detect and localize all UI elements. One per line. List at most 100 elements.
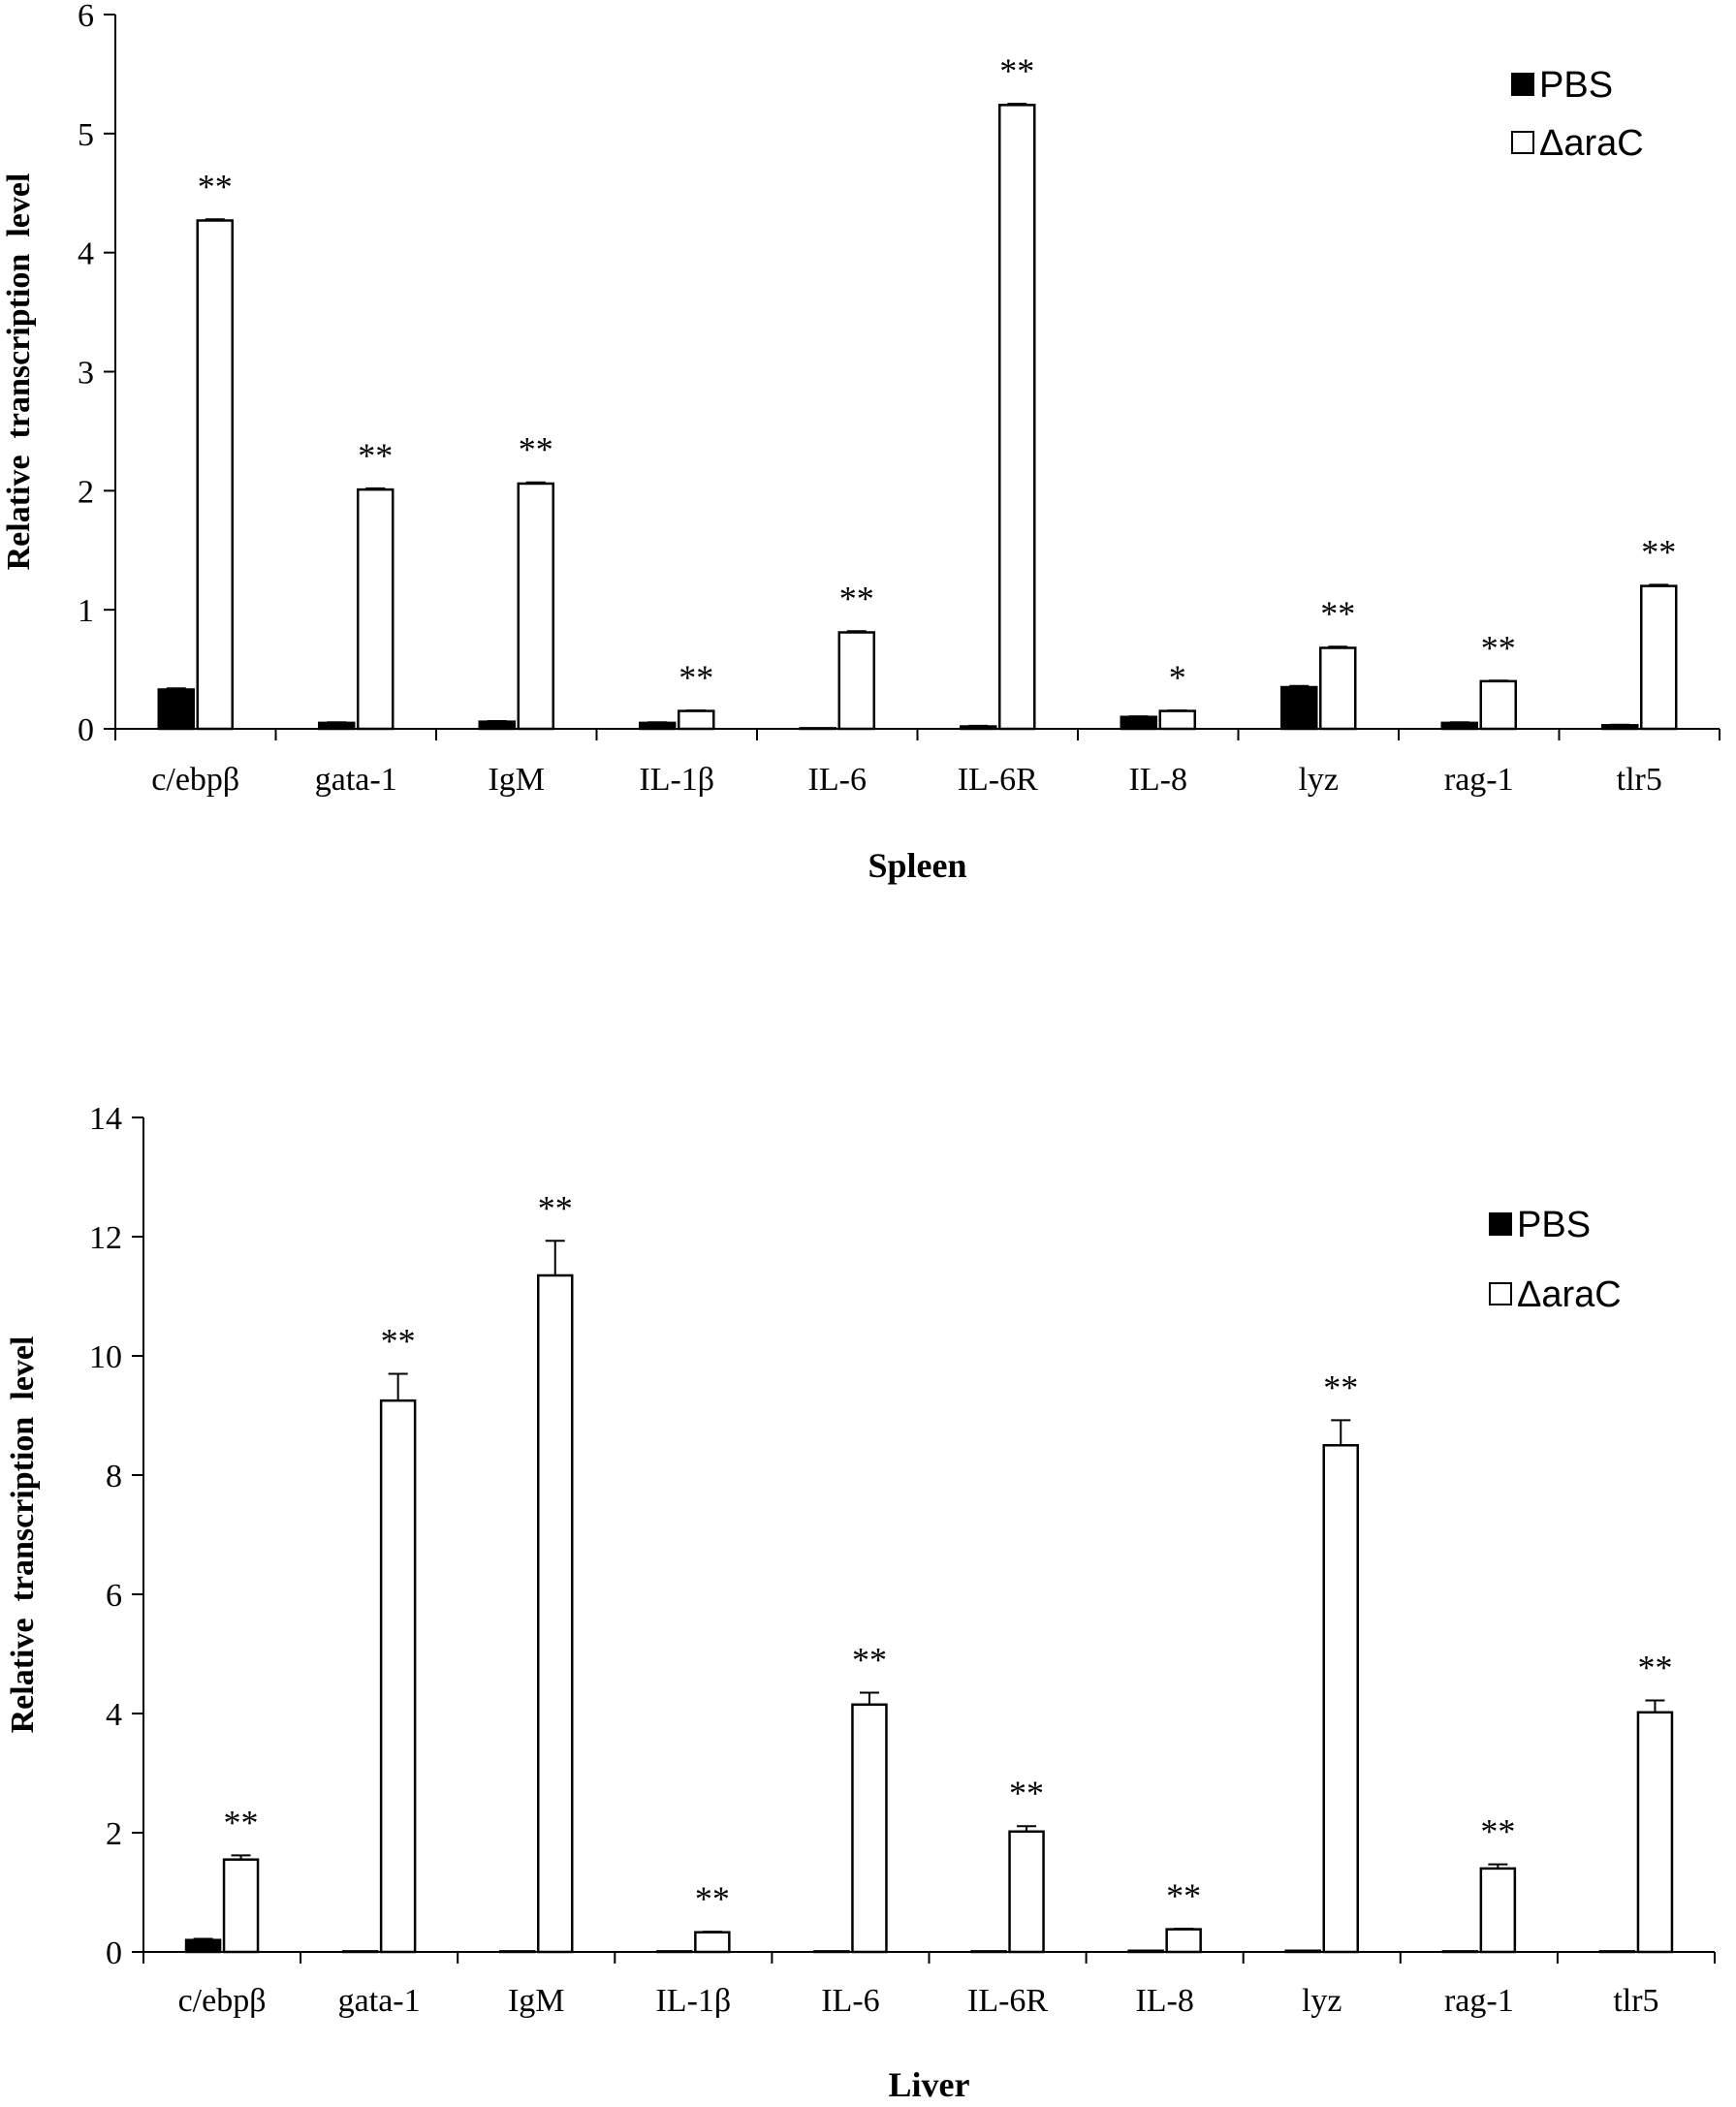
- significance-label: **: [538, 1188, 573, 1227]
- bar-arac: [1165, 1928, 1202, 1954]
- bar-pbs: [813, 1950, 850, 1954]
- category-label: tlr5: [1613, 1983, 1658, 2019]
- legend-swatch-pbs: [1489, 1212, 1512, 1236]
- y-axis-title: Relative transcription level: [1, 173, 37, 571]
- bar-arac: [998, 104, 1036, 731]
- legend-swatch-arac: [1489, 1282, 1512, 1305]
- y-tick-label: 5: [78, 117, 94, 153]
- bar-pbs: [499, 1950, 536, 1954]
- bar-pbs: [639, 721, 677, 731]
- bar-arac: [851, 1703, 888, 1954]
- bar-pbs: [1440, 721, 1478, 731]
- bar-pbs: [184, 1938, 222, 1954]
- bar-arac: [678, 709, 715, 731]
- category-label: IgM: [508, 1983, 565, 2019]
- bar-pbs: [341, 1950, 379, 1954]
- legend-label-arac: ΔaraC: [1517, 1274, 1622, 1315]
- bar-arac: [1008, 1830, 1045, 1954]
- significance-label: **: [1637, 1648, 1672, 1686]
- bar-pbs: [656, 1950, 693, 1954]
- significance-label: **: [852, 1640, 887, 1679]
- significance-label: **: [519, 430, 553, 469]
- y-tick-label: 0: [106, 1935, 122, 1971]
- category-label: IgM: [488, 762, 545, 798]
- category-label: tlr5: [1617, 762, 1662, 798]
- category-label: rag-1: [1444, 762, 1514, 798]
- category-label: rag-1: [1444, 1983, 1514, 2019]
- y-tick-label: 4: [78, 236, 94, 272]
- bar-pbs: [1601, 724, 1639, 731]
- y-tick-label: 6: [78, 0, 94, 34]
- chart-panel-liver: 0 2 4 6 8 10 12 14 ** c/ebpβ ** gata-1 ** IgM ** IL-1β *…: [5, 1101, 1716, 2104]
- bar-arac: [1479, 1867, 1517, 1954]
- significance-label: *: [1169, 658, 1186, 697]
- bar-arac: [1479, 679, 1517, 731]
- bar-arac: [357, 487, 395, 731]
- y-tick-label: 14: [89, 1101, 122, 1137]
- bar-pbs: [478, 720, 516, 731]
- category-label: IL-6: [808, 762, 867, 798]
- category-label: IL-1β: [639, 762, 714, 798]
- category-label: IL-6: [821, 1983, 879, 2019]
- legend-label-pbs: PBS: [1517, 1205, 1591, 1245]
- legend-swatch-arac: [1511, 131, 1534, 154]
- x-axis-title: Spleen: [868, 846, 966, 885]
- significance-label: **: [1481, 628, 1516, 667]
- bar-arac: [517, 482, 554, 731]
- significance-label: **: [839, 579, 874, 617]
- chart-panel-spleen: 0 1 2 3 4 5 6 ** c/ebpβ ** gata-1 ** IgM ** IL-1β ** IL-…: [1, 0, 1720, 885]
- category-label: IL-6R: [967, 1983, 1048, 2019]
- legend-label-pbs: PBS: [1539, 65, 1613, 106]
- bar-pbs: [157, 688, 195, 731]
- significance-label: **: [198, 167, 233, 205]
- category-label: c/ebpβ: [151, 762, 239, 798]
- category-label: lyz: [1302, 1983, 1342, 2019]
- y-tick-label: 2: [106, 1816, 122, 1852]
- category-label: IL-8: [1135, 1983, 1193, 2019]
- significance-label: **: [1323, 1368, 1358, 1406]
- bar-pbs: [1441, 1950, 1479, 1954]
- bar-arac: [694, 1931, 731, 1954]
- significance-label: **: [999, 51, 1034, 90]
- category-label: gata-1: [315, 762, 397, 798]
- bar-arac: [1640, 584, 1678, 731]
- bar-pbs: [1598, 1950, 1636, 1954]
- y-tick-label: 3: [78, 356, 94, 392]
- y-tick-label: 4: [106, 1697, 122, 1733]
- y-tick-label: 12: [89, 1220, 122, 1256]
- y-axis-title: Relative transcription level: [5, 1337, 41, 1734]
- category-label: IL-6R: [958, 762, 1038, 798]
- significance-label: **: [358, 436, 393, 475]
- category-label: IL-1β: [655, 1983, 731, 2019]
- bar-pbs: [970, 1950, 1007, 1954]
- legend-swatch-pbs: [1511, 73, 1534, 96]
- bar-arac: [1158, 709, 1196, 731]
- significance-label: **: [1320, 594, 1355, 633]
- bar-arac: [196, 219, 234, 731]
- category-label: c/ebpβ: [178, 1983, 267, 2019]
- bar-pbs: [1284, 1949, 1321, 1954]
- y-tick-label: 0: [78, 712, 94, 748]
- significance-label: **: [679, 658, 713, 697]
- x-axis-title: Liver: [889, 2065, 970, 2104]
- y-tick-label: 1: [78, 593, 94, 629]
- significance-label: **: [1166, 1876, 1201, 1915]
- bar-pbs: [1120, 715, 1157, 731]
- bar-arac: [1322, 1444, 1359, 1954]
- bar-arac: [837, 631, 875, 731]
- bar-pbs: [318, 721, 356, 731]
- y-tick-label: 2: [78, 474, 94, 510]
- bar-arac: [222, 1858, 260, 1954]
- y-tick-label: 6: [106, 1578, 122, 1614]
- significance-label: **: [1641, 532, 1676, 571]
- bar-pbs: [799, 727, 836, 731]
- bar-arac: [379, 1399, 417, 1954]
- category-label: gata-1: [338, 1983, 421, 2019]
- y-tick-label: 10: [89, 1339, 122, 1375]
- bar-pbs: [1127, 1949, 1164, 1954]
- significance-label: **: [695, 1879, 730, 1918]
- bar-arac: [537, 1274, 574, 1954]
- category-label: lyz: [1298, 762, 1339, 798]
- significance-label: **: [381, 1321, 416, 1360]
